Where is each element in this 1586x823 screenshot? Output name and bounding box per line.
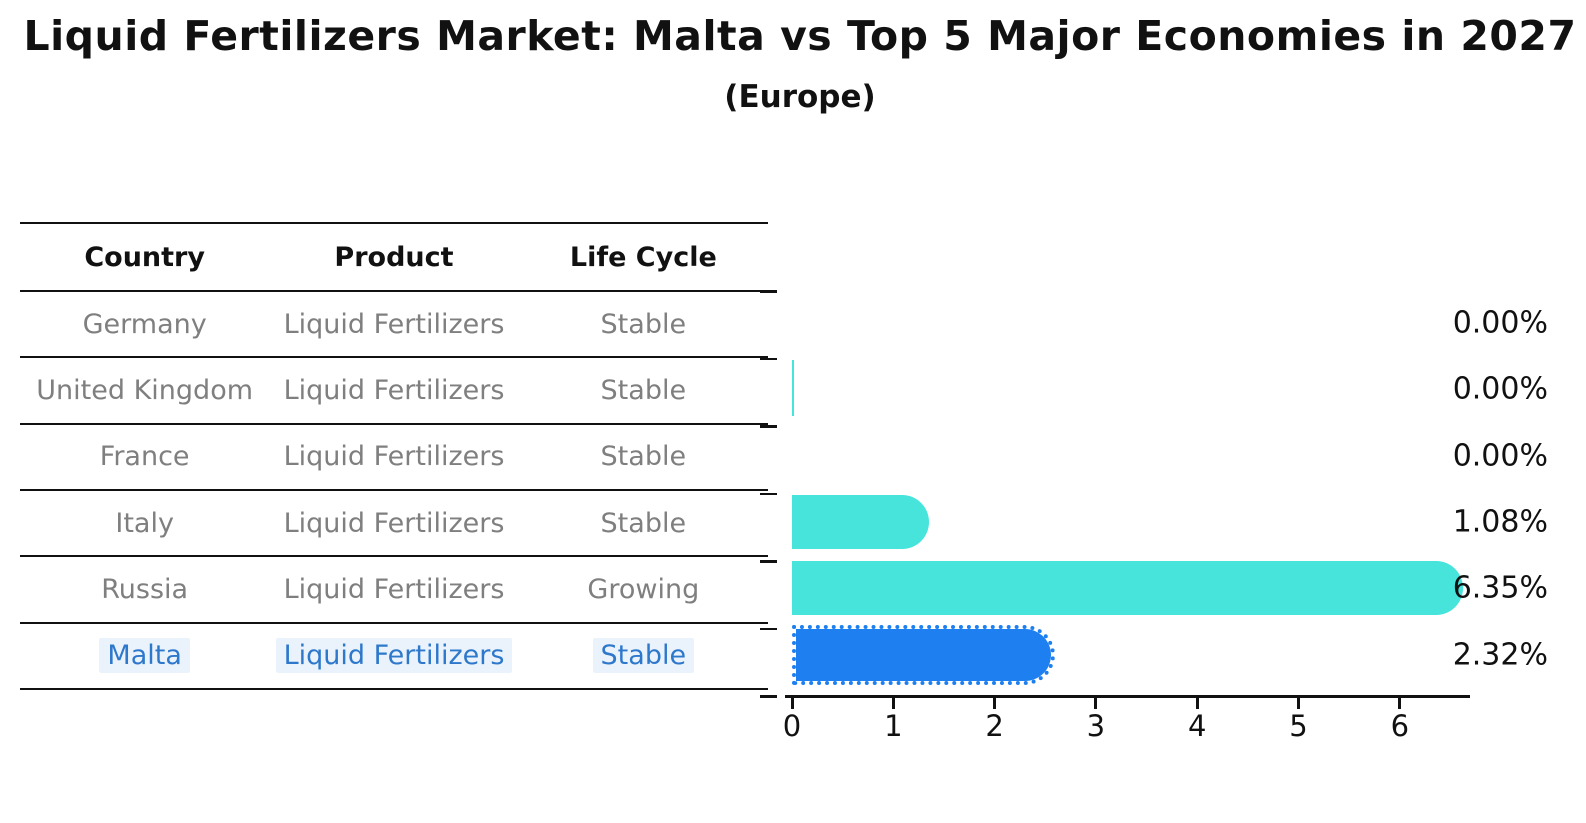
cell-text: Liquid Fertilizers	[283, 308, 505, 340]
x-tick-label: 0	[782, 709, 802, 743]
x-axis-tick	[1297, 698, 1300, 709]
value-label: 2.32%	[1452, 637, 1548, 673]
cell-text: Stable	[600, 308, 687, 340]
column-header-life-cycle: Life Cycle	[519, 242, 768, 273]
x-axis-tick	[891, 698, 895, 709]
column-header-country: Country	[20, 242, 269, 273]
cell-text: Stable	[600, 374, 687, 406]
value-label: 0.00%	[1452, 438, 1548, 474]
x-axis-tick	[1094, 698, 1098, 709]
cell-text: Liquid Fertilizers	[275, 638, 513, 674]
x-axis-tick	[1398, 698, 1402, 709]
x-tick-label: 4	[1187, 709, 1207, 743]
cell-text: Liquid Fertilizers	[283, 441, 505, 473]
table-row-france: France Liquid Fertilizers Stable	[20, 425, 768, 491]
value-label: 0.00%	[1452, 305, 1548, 341]
cell-product: Liquid Fertilizers	[269, 441, 518, 472]
cell-country: Germany	[20, 309, 269, 340]
cell-text: Stable	[592, 638, 695, 674]
cell-country: Italy	[20, 508, 269, 539]
x-tick-label: 3	[1086, 709, 1106, 743]
column-header-text: Life Cycle	[569, 241, 717, 273]
chart-title: Liquid Fertilizers Market: Malta vs Top …	[23, 12, 1577, 60]
value-label: 6.35%	[1452, 570, 1548, 606]
table-row-malta: Malta Liquid Fertilizers Stable	[20, 624, 768, 690]
bar-malta	[792, 624, 1056, 685]
y-axis-tick	[760, 492, 777, 495]
value-label: 1.08%	[1452, 504, 1548, 540]
cell-text: Liquid Fertilizers	[283, 507, 505, 539]
cell-text: United Kingdom	[36, 374, 254, 406]
cell-life-cycle: Stable	[519, 441, 768, 472]
cell-life-cycle: Stable	[519, 375, 768, 406]
table-body: Germany Liquid Fertilizers Stable United Ki…	[20, 292, 768, 690]
column-header-text: Country	[84, 241, 205, 273]
y-axis-tick	[760, 290, 777, 293]
y-axis-tick	[760, 695, 777, 698]
table-row-united-kingdom: United Kingdom Liquid Fertilizers Stable	[20, 358, 768, 425]
cell-text: Malta	[99, 638, 190, 674]
cell-country: France	[20, 441, 269, 472]
chart-row-malta: 2.32%	[792, 622, 1586, 688]
cell-life-cycle: Stable	[519, 508, 768, 539]
cell-text: Stable	[600, 507, 687, 539]
cell-product: Liquid Fertilizers	[269, 309, 518, 340]
column-header-product: Product	[269, 242, 518, 273]
chart-row-united-kingdom: 0.00%	[792, 356, 1586, 422]
cell-life-cycle: Growing	[519, 574, 768, 605]
cell-text: Stable	[600, 441, 687, 473]
bar-italy	[792, 494, 930, 549]
column-header-text: Product	[334, 241, 454, 273]
x-tick-label: 2	[985, 709, 1004, 743]
x-tick-label: 1	[884, 709, 903, 743]
cell-product: Liquid Fertilizers	[269, 574, 518, 605]
table-header-row: Country Product Life Cycle	[20, 224, 768, 292]
cell-product: Liquid Fertilizers	[269, 375, 518, 406]
bar-united-kingdom	[792, 360, 794, 417]
cell-text: Russia	[101, 573, 189, 605]
x-axis-tick	[993, 698, 997, 709]
x-axis-tick	[790, 698, 794, 709]
table-row-germany: Germany Liquid Fertilizers Stable	[20, 292, 768, 359]
cell-text: Italy	[115, 507, 174, 539]
value-label: 0.00%	[1452, 371, 1548, 407]
y-axis-tick	[760, 627, 777, 630]
chart-row-france: 0.00%	[792, 423, 1586, 489]
chart-subtitle: (Europe)	[724, 79, 876, 115]
bar-russia	[792, 561, 1464, 616]
country-table: Country Product Life Cycle Germany Liquid…	[20, 222, 768, 690]
chart-row-germany: 0.00%	[792, 290, 1586, 356]
cell-country: Russia	[20, 574, 269, 605]
cell-text: Liquid Fertilizers	[283, 573, 505, 605]
table-row-russia: Russia Liquid Fertilizers Growing	[20, 557, 768, 624]
cell-text: Germany	[82, 308, 207, 340]
cell-product: Liquid Fertilizers	[269, 508, 518, 539]
y-axis-tick	[760, 425, 777, 428]
y-axis-tick	[760, 357, 777, 360]
x-axis-tick	[1195, 698, 1199, 709]
x-axis-line	[785, 695, 1470, 698]
y-axis-tick	[760, 560, 777, 563]
cell-text: France	[99, 441, 190, 473]
cell-life-cycle: Stable	[519, 309, 768, 340]
cell-text: Growing	[587, 573, 700, 605]
x-tick-label: 6	[1390, 709, 1410, 743]
cell-life-cycle: Stable	[519, 638, 768, 674]
chart-row-italy: 1.08%	[792, 489, 1586, 555]
x-tick-label: 5	[1289, 709, 1308, 743]
cell-country: Malta	[20, 638, 269, 674]
cell-product: Liquid Fertilizers	[269, 638, 518, 674]
chart-row-russia: 6.35%	[792, 555, 1586, 621]
cell-country: United Kingdom	[20, 375, 269, 406]
cell-text: Liquid Fertilizers	[283, 374, 505, 406]
table-row-italy: Italy Liquid Fertilizers Stable	[20, 491, 768, 558]
